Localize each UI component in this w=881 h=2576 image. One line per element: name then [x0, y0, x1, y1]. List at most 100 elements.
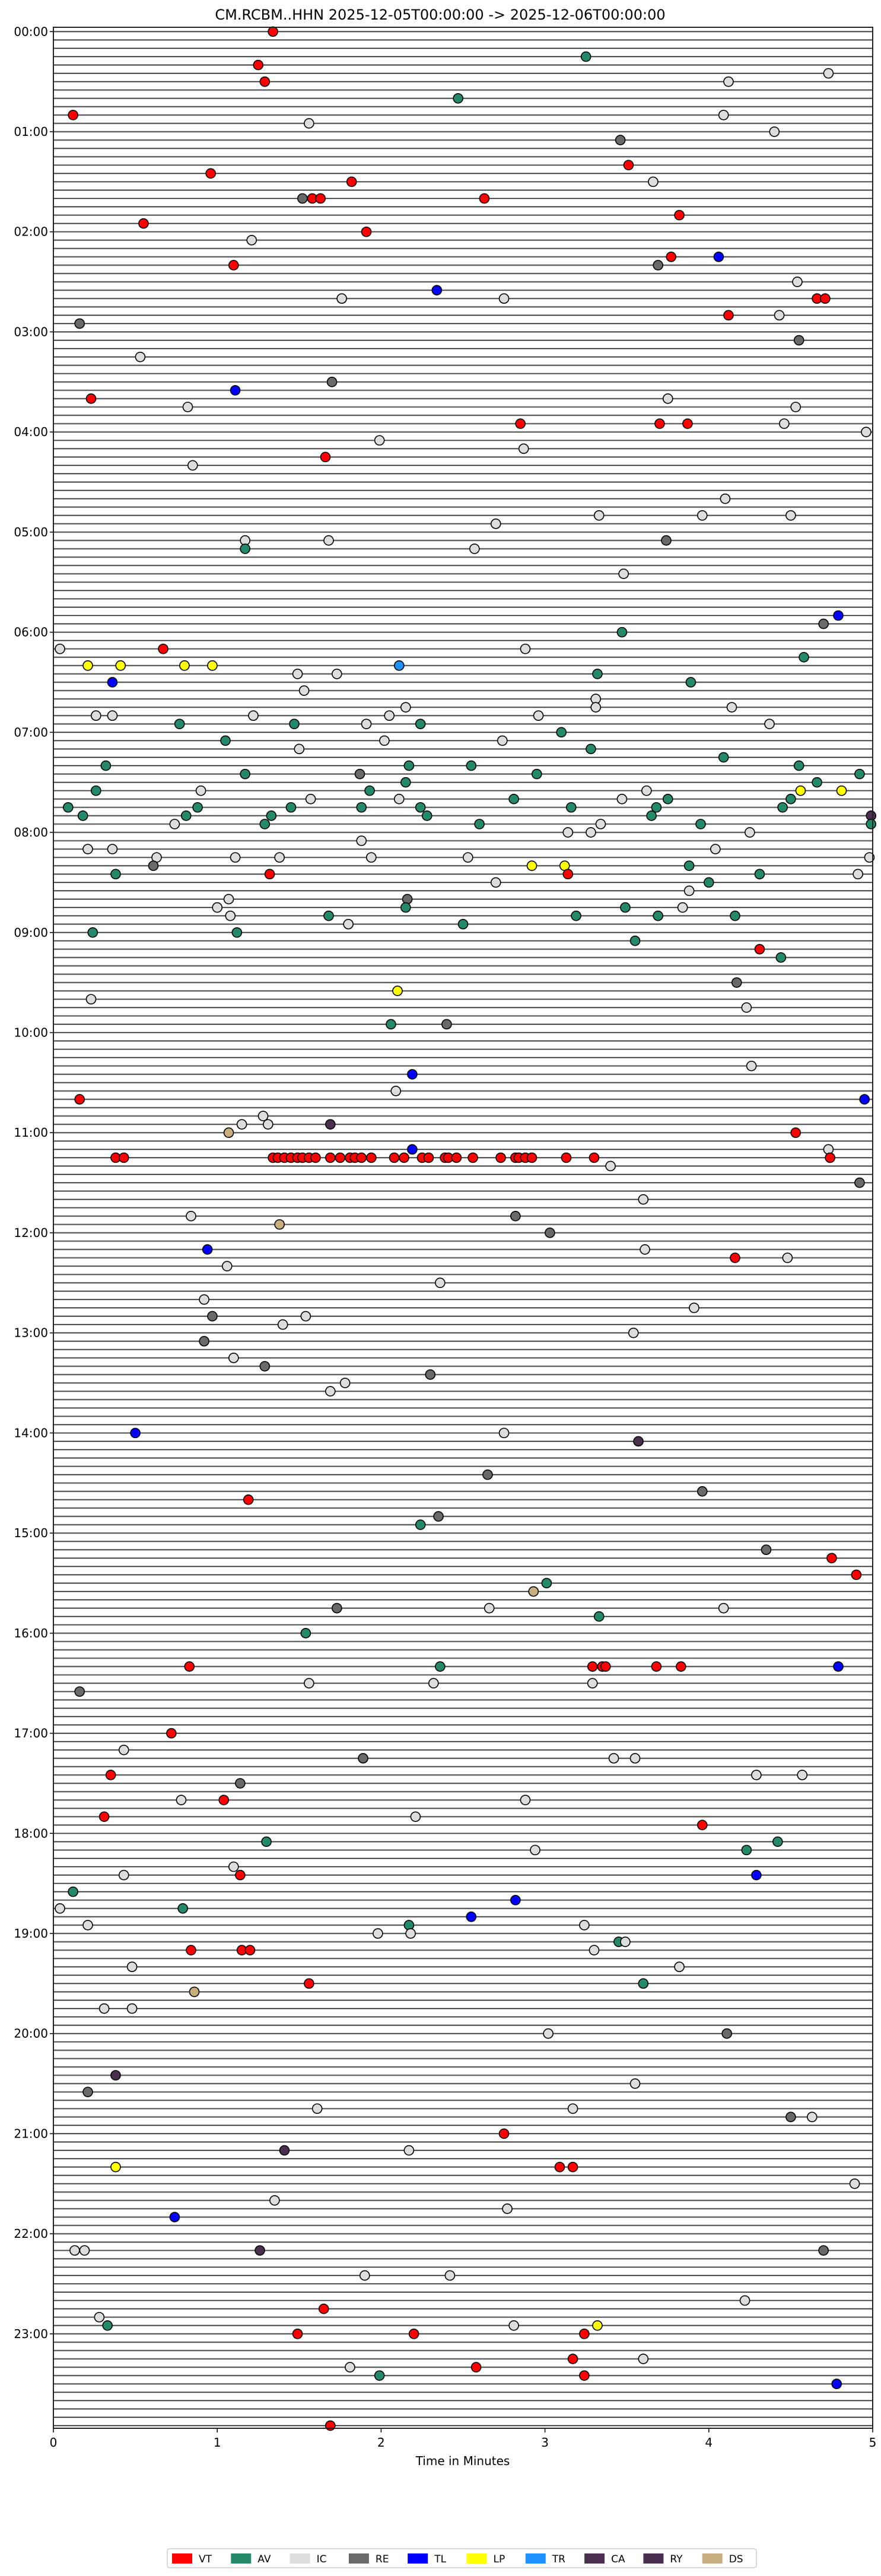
event-marker-re: [545, 1227, 555, 1238]
event-marker-vt: [366, 1152, 377, 1163]
event-marker-vt: [184, 1661, 195, 1672]
event-marker-av: [91, 785, 101, 796]
event-marker-ic: [641, 785, 652, 796]
event-marker-av: [63, 802, 74, 813]
event-marker-ic: [484, 1602, 495, 1614]
event-marker-ic: [277, 1319, 288, 1330]
event-marker-vt: [526, 1152, 537, 1163]
event-marker-av: [592, 669, 603, 679]
event-marker-ds: [274, 1219, 285, 1230]
x-tick-label: 1: [214, 2435, 221, 2450]
event-marker-ic: [498, 1427, 510, 1439]
event-marker-tl: [169, 2212, 180, 2222]
event-marker-vt: [389, 1152, 400, 1163]
event-marker-av: [77, 810, 88, 821]
event-marker-av: [110, 869, 121, 880]
event-marker-vt: [399, 1152, 409, 1163]
event-marker-ic: [677, 902, 688, 913]
event-marker-ry: [279, 2145, 290, 2156]
legend-label: VT: [199, 2553, 212, 2565]
event-marker-ic: [782, 1252, 793, 1263]
event-marker-ic: [223, 893, 234, 905]
event-marker-vt: [754, 944, 765, 955]
legend-label: LP: [494, 2553, 505, 2565]
event-marker-ic: [648, 176, 659, 187]
event-marker-ic: [336, 293, 347, 304]
event-marker-re: [354, 768, 365, 780]
event-marker-tl: [833, 1661, 844, 1672]
event-marker-av: [629, 936, 641, 946]
y-tick-label: 15:00: [14, 1526, 48, 1540]
event-marker-re: [854, 1177, 865, 1188]
event-marker-ic: [792, 276, 803, 287]
event-marker-ic: [311, 2103, 323, 2114]
event-marker-av: [474, 819, 485, 829]
legend-swatch-ca: [584, 2553, 605, 2564]
event-marker-vt: [451, 1152, 462, 1163]
event-marker-av: [593, 1611, 605, 1622]
event-marker-av: [799, 652, 809, 663]
event-marker-ic: [469, 543, 480, 554]
x-tick-label: 0: [50, 2435, 58, 2450]
event-marker-ic: [587, 1678, 598, 1688]
event-marker-ic: [374, 435, 385, 446]
event-marker-ic: [55, 643, 65, 654]
event-marker-tl: [831, 2378, 842, 2390]
event-marker-av: [400, 902, 411, 913]
event-marker-av: [386, 1019, 396, 1030]
event-marker-ic: [616, 794, 628, 804]
event-marker-av: [646, 810, 657, 821]
y-tick-label: 00:00: [14, 24, 48, 39]
event-marker-vt: [118, 1152, 129, 1163]
event-marker-ic: [186, 1211, 196, 1222]
event-marker-ic: [764, 718, 775, 730]
event-marker-av: [457, 918, 469, 930]
event-marker-ic: [343, 918, 354, 930]
event-marker-av: [741, 1844, 752, 1856]
event-marker-vt: [682, 418, 693, 429]
event-marker-ic: [98, 2003, 110, 2014]
event-marker-av: [556, 727, 567, 738]
event-marker-ic: [428, 1678, 439, 1688]
x-tick-label: 2: [377, 2435, 385, 2450]
event-marker-vt: [730, 1252, 740, 1263]
legend-swatch-ry: [643, 2553, 664, 2564]
event-marker-tl: [107, 677, 118, 688]
event-marker-ic: [751, 1770, 762, 1780]
event-marker-tl: [833, 610, 844, 621]
event-marker-ic: [779, 418, 790, 429]
legend-swatch-vt: [172, 2553, 192, 2564]
event-marker-ca: [110, 2070, 121, 2081]
event-marker-ic: [55, 1903, 65, 1914]
event-marker-ic: [400, 702, 411, 713]
event-marker-ic: [790, 402, 801, 412]
y-axis: 00:00 01:00 02:00 03:00 04:00 05:00 06:00 07:00…: [14, 24, 53, 2341]
event-marker-tr: [393, 660, 405, 671]
legend-swatch-tr: [525, 2553, 546, 2564]
event-marker-ic: [739, 2295, 750, 2306]
event-marker-ic: [861, 427, 872, 437]
event-marker-ic: [543, 2028, 554, 2039]
event-marker-av: [772, 1836, 783, 1847]
event-marker-ic: [79, 2245, 90, 2256]
event-marker-vt: [310, 1152, 321, 1163]
event-marker-vt: [292, 2329, 303, 2339]
event-marker-av: [466, 760, 477, 771]
event-marker-av: [571, 910, 581, 921]
event-marker-ic: [579, 1920, 590, 1931]
event-marker-ic: [263, 1119, 273, 1130]
event-marker-ic: [361, 718, 372, 730]
event-marker-ic: [107, 710, 118, 721]
event-marker-av: [289, 718, 300, 730]
event-marker-av: [586, 743, 596, 755]
event-marker-lp: [110, 2161, 121, 2173]
event-marker-ic: [405, 1928, 416, 1939]
event-marker-re: [510, 1211, 521, 1222]
event-marker-av: [87, 927, 98, 938]
event-marker-ic: [390, 1086, 402, 1096]
legend: VT AV IC RE TL LP TR CA RY DS: [167, 2548, 757, 2568]
event-marker-av: [177, 1903, 188, 1914]
event-marker-tl: [859, 1094, 870, 1105]
y-tick-label: 11:00: [14, 1125, 48, 1140]
event-marker-av: [400, 777, 411, 788]
